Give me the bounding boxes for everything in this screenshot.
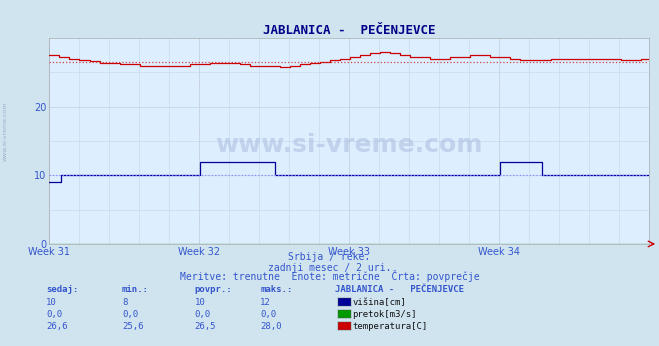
Text: sedaj:: sedaj: — [46, 285, 78, 294]
Text: pretok[m3/s]: pretok[m3/s] — [353, 310, 417, 319]
Text: 0,0: 0,0 — [46, 310, 62, 319]
Text: 26,6: 26,6 — [46, 322, 68, 331]
Text: min.:: min.: — [122, 285, 149, 294]
Text: višina[cm]: višina[cm] — [353, 298, 407, 307]
Text: Meritve: trenutne  Enote: metrične  Črta: povprečje: Meritve: trenutne Enote: metrične Črta: … — [180, 270, 479, 282]
Text: Srbija / reke.: Srbija / reke. — [289, 252, 370, 262]
Text: povpr.:: povpr.: — [194, 285, 232, 294]
Text: 8: 8 — [122, 298, 127, 307]
Text: 12: 12 — [260, 298, 271, 307]
Text: zadnji mesec / 2 uri.: zadnji mesec / 2 uri. — [268, 263, 391, 273]
Text: maks.:: maks.: — [260, 285, 293, 294]
Text: 25,6: 25,6 — [122, 322, 144, 331]
Text: 0,0: 0,0 — [194, 310, 210, 319]
Text: www.si-vreme.com: www.si-vreme.com — [3, 102, 8, 161]
Text: temperatura[C]: temperatura[C] — [353, 322, 428, 331]
Text: www.si-vreme.com: www.si-vreme.com — [215, 133, 483, 157]
Text: 28,0: 28,0 — [260, 322, 282, 331]
Text: 10: 10 — [46, 298, 57, 307]
Text: 0,0: 0,0 — [260, 310, 276, 319]
Text: 0,0: 0,0 — [122, 310, 138, 319]
Title: JABLANICA -  PEČENJEVCE: JABLANICA - PEČENJEVCE — [263, 24, 436, 37]
Text: 10: 10 — [194, 298, 205, 307]
Text: JABLANICA -   PEČENJEVCE: JABLANICA - PEČENJEVCE — [335, 285, 464, 294]
Text: 26,5: 26,5 — [194, 322, 216, 331]
